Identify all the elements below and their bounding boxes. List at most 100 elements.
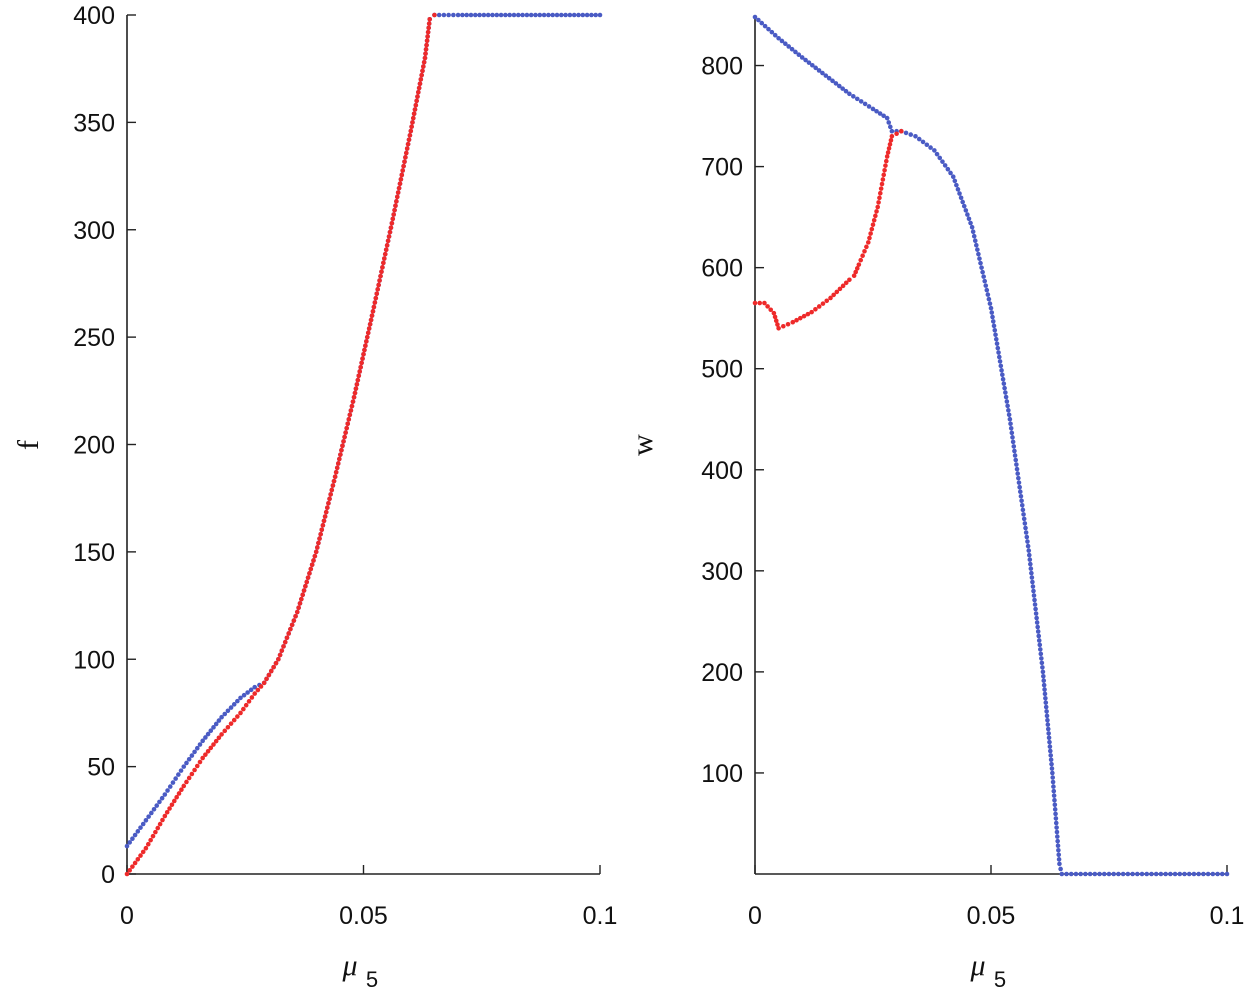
data-point — [231, 717, 237, 723]
data-point — [228, 721, 234, 726]
data-point — [1219, 871, 1225, 877]
data-point — [1005, 403, 1010, 409]
data-point — [1106, 871, 1112, 877]
data-point — [213, 721, 219, 727]
data-point — [231, 702, 237, 707]
data-point — [367, 321, 373, 327]
y-tick-label: 600 — [701, 255, 743, 283]
data-point — [124, 871, 130, 877]
series-1 — [124, 12, 437, 877]
data-point — [1153, 871, 1159, 877]
data-point — [1026, 548, 1032, 553]
data-point — [820, 70, 825, 76]
data-point — [1058, 866, 1063, 872]
data-point — [873, 213, 878, 219]
data-point — [379, 269, 384, 275]
data-point — [194, 745, 200, 751]
data-point — [376, 282, 381, 288]
data-point — [356, 373, 362, 379]
data-point — [884, 158, 889, 164]
data-point — [785, 321, 791, 327]
data-point — [160, 817, 165, 823]
data-point — [1025, 543, 1031, 549]
data-point — [173, 776, 178, 781]
data-point — [225, 724, 231, 730]
data-point — [955, 187, 961, 192]
data-point — [337, 456, 342, 462]
data-point — [284, 635, 290, 641]
data-point — [383, 247, 389, 253]
data-point — [1052, 802, 1058, 808]
data-point — [159, 795, 165, 801]
data-point — [958, 195, 964, 201]
data-point — [1068, 871, 1074, 877]
data-point — [1012, 453, 1018, 458]
data-point — [1054, 825, 1059, 830]
y-tick-label: 800 — [701, 53, 743, 81]
data-point — [882, 167, 887, 173]
data-point — [216, 718, 222, 723]
data-point — [979, 265, 984, 270]
data-point — [1006, 408, 1011, 413]
data-point — [1052, 797, 1057, 803]
data-point — [325, 505, 330, 510]
data-point — [176, 772, 181, 777]
data-point — [990, 314, 995, 320]
data-point — [189, 771, 195, 777]
data-point — [420, 68, 425, 74]
data-point — [1053, 811, 1058, 817]
data-point — [225, 708, 231, 714]
data-point — [468, 12, 474, 18]
data-point — [416, 90, 421, 95]
data-point — [977, 256, 982, 261]
data-point — [371, 304, 377, 310]
data-point — [1215, 871, 1220, 877]
data-point — [1037, 642, 1043, 648]
data-point — [987, 301, 993, 306]
data-point — [385, 238, 391, 244]
data-point — [888, 138, 894, 143]
data-point — [1023, 525, 1028, 531]
data-point — [826, 75, 832, 81]
data-point — [184, 760, 189, 766]
data-point — [424, 38, 430, 44]
data-point — [143, 818, 149, 823]
data-point — [858, 257, 864, 263]
data-point — [983, 283, 989, 288]
data-point — [828, 295, 833, 301]
data-point — [773, 318, 779, 324]
data-point — [790, 319, 796, 325]
data-point — [380, 265, 385, 270]
data-point — [132, 832, 138, 838]
data-point — [219, 732, 224, 737]
data-point — [1051, 793, 1057, 798]
data-point — [1028, 566, 1034, 571]
data-point — [339, 447, 344, 453]
data-point — [1028, 561, 1033, 567]
data-point — [1041, 682, 1047, 688]
data-point — [140, 821, 146, 827]
data-point — [372, 300, 378, 305]
data-point — [765, 304, 770, 309]
data-point — [396, 185, 402, 191]
data-point — [498, 12, 504, 18]
data-point — [308, 566, 314, 572]
data-point — [235, 714, 240, 719]
data-point — [311, 558, 316, 563]
data-point — [1055, 843, 1061, 849]
data-point — [140, 849, 146, 855]
data-point — [403, 155, 408, 160]
data-point — [772, 314, 778, 320]
data-point — [1149, 871, 1154, 877]
data-point — [327, 496, 332, 502]
data-point — [305, 575, 311, 580]
data-point — [249, 695, 255, 700]
data-point — [981, 274, 986, 279]
data-point — [369, 313, 375, 318]
data-point — [576, 12, 581, 18]
data-point — [1009, 430, 1015, 436]
x-tick-label: 0.05 — [339, 902, 388, 930]
data-point — [366, 326, 372, 331]
data-point — [266, 672, 272, 678]
y-tick-label: 400 — [701, 457, 743, 485]
